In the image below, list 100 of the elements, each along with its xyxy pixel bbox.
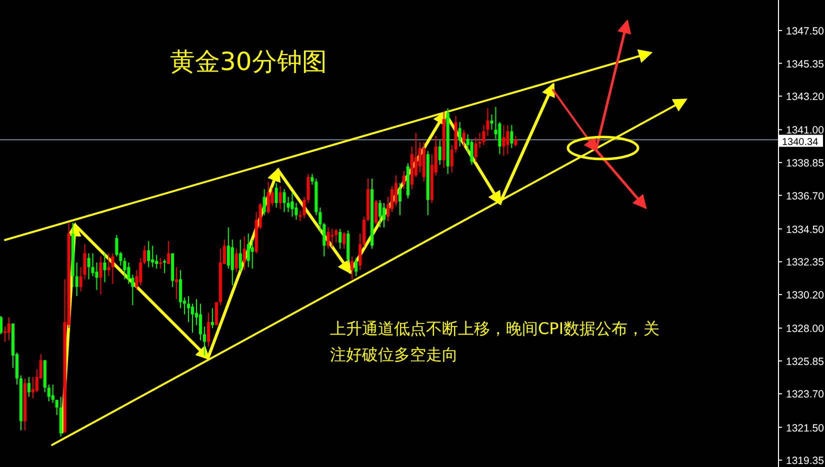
candlestick [214, 302, 218, 326]
candlestick [147, 240, 150, 268]
candlestick [206, 312, 210, 347]
candlestick [342, 231, 346, 250]
candlestick [490, 114, 494, 130]
y-tick-label: 1321.50 [786, 422, 824, 434]
candlestick [262, 188, 266, 216]
candlestick [187, 296, 190, 323]
candlestick [226, 226, 230, 270]
candlestick [246, 233, 250, 268]
candlestick [27, 376, 30, 398]
candlestick [286, 196, 290, 213]
y-tick-label: 1332.35 [786, 256, 824, 269]
candlestick [290, 192, 294, 218]
candlestick [506, 124, 510, 155]
y-tick-label: 1325.85 [786, 356, 824, 368]
candlestick [111, 252, 114, 284]
ref-line-label: 1340.34 [782, 136, 819, 148]
y-tick-label: 1328.00 [786, 323, 824, 336]
candlestick [202, 326, 206, 356]
candlestick [91, 252, 94, 277]
candlestick [374, 199, 378, 225]
candlestick [358, 233, 362, 271]
candlestick [458, 122, 462, 148]
candlestick [514, 135, 518, 148]
candlestick [159, 257, 162, 270]
y-tick-label: 1343.20 [786, 91, 824, 104]
y-tick-label: 1330.20 [786, 290, 824, 302]
candlestick [51, 384, 54, 404]
candlestick [338, 228, 342, 250]
candlestick [127, 262, 130, 284]
candlestick [310, 173, 314, 186]
candlestick [294, 202, 298, 220]
candlestick [139, 257, 142, 286]
candlestick [298, 210, 302, 222]
text: 黄金30分钟图 [170, 46, 327, 78]
candlestick [242, 236, 246, 271]
candlestick [155, 254, 158, 270]
candlestick [210, 308, 214, 329]
candlestick [334, 228, 338, 244]
candlestick [390, 186, 394, 213]
candlestick [326, 226, 330, 250]
candlestick [282, 188, 286, 213]
candlestick [123, 257, 126, 280]
candlestick [250, 239, 254, 270]
candlestick [163, 258, 166, 274]
candlestick [0, 315, 2, 335]
candlestick [306, 173, 310, 204]
candlestick [143, 245, 146, 265]
y-tick-label: 1345.35 [786, 58, 824, 70]
candlestick [31, 376, 34, 399]
candlestick [99, 256, 102, 296]
y-tick-label: 1341.00 [786, 124, 824, 137]
candlestick [179, 270, 182, 309]
candlestick [450, 144, 454, 173]
candlestick [402, 170, 406, 190]
candlestick [151, 245, 154, 268]
candlestick [175, 266, 178, 300]
candlestick [398, 182, 402, 216]
candlestick [7, 316, 10, 341]
candlestick [474, 136, 478, 162]
candlestick [438, 140, 442, 166]
candlestick [95, 262, 98, 290]
candlestick [47, 384, 50, 402]
y-tick-label: 1347.50 [786, 26, 824, 38]
y-tick-label: 1319.35 [786, 455, 824, 467]
candlestick [302, 196, 306, 219]
candlestick [274, 182, 278, 208]
candlestick [83, 244, 86, 280]
y-tick-label: 1338.85 [786, 158, 824, 170]
candlestick [230, 239, 234, 286]
candlestick [462, 129, 466, 148]
candlestick [318, 207, 322, 232]
candlestick [198, 303, 202, 341]
y-tick-label: 1334.50 [786, 224, 824, 236]
candlestick [330, 228, 334, 248]
candlestick [191, 303, 194, 334]
candlestick [167, 240, 170, 265]
candlestick [502, 124, 506, 156]
annotation: 上升通道低点不断上移，晚间CPI数据公布，关注好破位多空走向 [330, 318, 660, 366]
candlestick [103, 252, 106, 283]
candlestick [378, 199, 382, 228]
candlestick [418, 141, 422, 173]
y-tick-label: 1323.70 [786, 388, 824, 401]
candlestick [498, 122, 502, 155]
candlestick [266, 181, 270, 214]
candlestick [382, 202, 386, 228]
candlestick [322, 222, 326, 257]
candlestick [55, 399, 58, 416]
candlestick [75, 262, 78, 297]
candlestick [238, 239, 242, 272]
candlestick [510, 124, 514, 149]
candlestick [234, 248, 238, 272]
candlestick [79, 266, 82, 292]
candlestick [354, 257, 358, 277]
candlestick [87, 252, 90, 280]
candlestick [478, 132, 482, 149]
candlestick [278, 186, 282, 210]
candlestick [115, 234, 118, 257]
candlestick [470, 140, 474, 166]
